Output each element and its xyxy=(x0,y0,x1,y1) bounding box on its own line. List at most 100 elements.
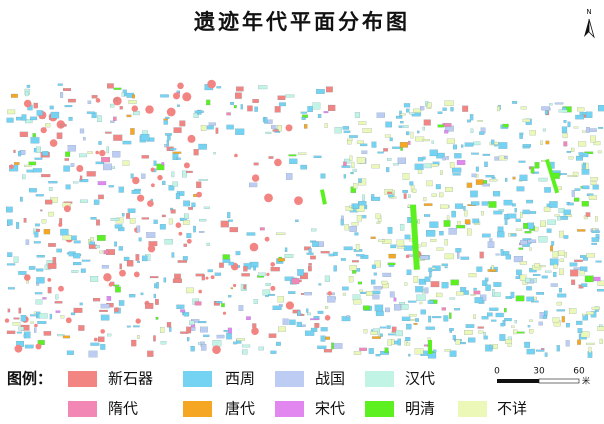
feature xyxy=(404,234,411,240)
feature xyxy=(467,228,472,236)
feature xyxy=(475,166,479,172)
feature xyxy=(64,158,69,161)
feature xyxy=(291,278,300,285)
feature xyxy=(24,274,31,281)
feature xyxy=(194,301,202,306)
feature xyxy=(100,314,110,321)
feature xyxy=(300,293,305,295)
feature xyxy=(270,285,276,291)
feature xyxy=(416,294,426,301)
feature xyxy=(441,307,446,311)
feature xyxy=(324,275,331,282)
feature xyxy=(581,201,589,207)
feature xyxy=(103,250,109,255)
feature xyxy=(137,335,140,339)
feature xyxy=(424,276,431,282)
feature xyxy=(200,125,207,132)
feature xyxy=(176,304,185,309)
feature xyxy=(44,199,53,205)
feature xyxy=(48,243,56,247)
feature xyxy=(385,121,393,128)
feature xyxy=(146,232,156,238)
feature xyxy=(483,335,488,340)
feature xyxy=(582,257,588,261)
feature xyxy=(118,246,123,251)
feature xyxy=(34,157,43,160)
feature xyxy=(163,277,167,283)
feature xyxy=(56,132,63,139)
feature xyxy=(43,331,52,336)
feature xyxy=(442,156,446,161)
feature xyxy=(227,212,231,219)
feature xyxy=(431,193,437,197)
feature xyxy=(446,156,449,160)
feature xyxy=(423,344,429,347)
feature xyxy=(465,324,475,328)
feature xyxy=(353,183,358,189)
feature xyxy=(249,242,259,252)
feature xyxy=(428,267,433,272)
feature xyxy=(188,207,193,210)
feature xyxy=(590,135,596,143)
feature xyxy=(431,140,434,144)
feature xyxy=(72,262,82,266)
feature xyxy=(395,330,403,337)
legend-swatch xyxy=(183,371,212,387)
feature xyxy=(422,156,426,160)
feature xyxy=(145,303,154,309)
feature xyxy=(34,292,43,295)
feature xyxy=(401,304,409,310)
feature xyxy=(355,244,360,251)
feature xyxy=(396,115,403,119)
feature xyxy=(196,191,203,198)
feature xyxy=(519,174,528,181)
feature xyxy=(59,92,64,98)
feature xyxy=(98,141,102,145)
feature xyxy=(151,183,155,188)
feature xyxy=(570,269,579,277)
feature xyxy=(32,168,42,173)
feature xyxy=(519,261,527,265)
feature xyxy=(206,125,214,130)
feature xyxy=(417,157,424,162)
feature xyxy=(36,268,44,272)
feature xyxy=(79,302,83,306)
feature xyxy=(481,211,484,216)
feature xyxy=(519,274,527,281)
legend-title: 图例： xyxy=(7,370,52,388)
feature xyxy=(495,253,500,256)
scale-label: 30 xyxy=(533,367,545,377)
feature xyxy=(42,151,49,156)
feature xyxy=(14,162,20,165)
feature xyxy=(266,272,270,276)
feature xyxy=(391,339,395,345)
feature xyxy=(326,86,333,93)
feature xyxy=(18,326,24,331)
feature xyxy=(524,341,531,348)
feature xyxy=(54,301,63,304)
feature xyxy=(505,339,513,344)
feature xyxy=(441,282,449,289)
feature xyxy=(597,150,602,154)
feature xyxy=(108,185,114,188)
feature xyxy=(581,169,590,175)
feature xyxy=(573,197,580,202)
feature xyxy=(371,264,376,269)
feature xyxy=(362,215,367,219)
feature xyxy=(251,327,259,336)
feature xyxy=(529,329,534,334)
feature xyxy=(543,310,548,316)
feature xyxy=(533,296,538,300)
feature xyxy=(198,321,207,324)
feature xyxy=(363,305,370,311)
feature xyxy=(420,106,425,111)
feature xyxy=(375,213,381,219)
feature xyxy=(530,166,535,174)
feature xyxy=(206,99,211,106)
feature xyxy=(306,308,309,313)
feature xyxy=(133,325,140,328)
feature xyxy=(514,208,517,213)
feature xyxy=(220,220,229,228)
feature xyxy=(570,147,575,152)
feature xyxy=(156,282,159,289)
